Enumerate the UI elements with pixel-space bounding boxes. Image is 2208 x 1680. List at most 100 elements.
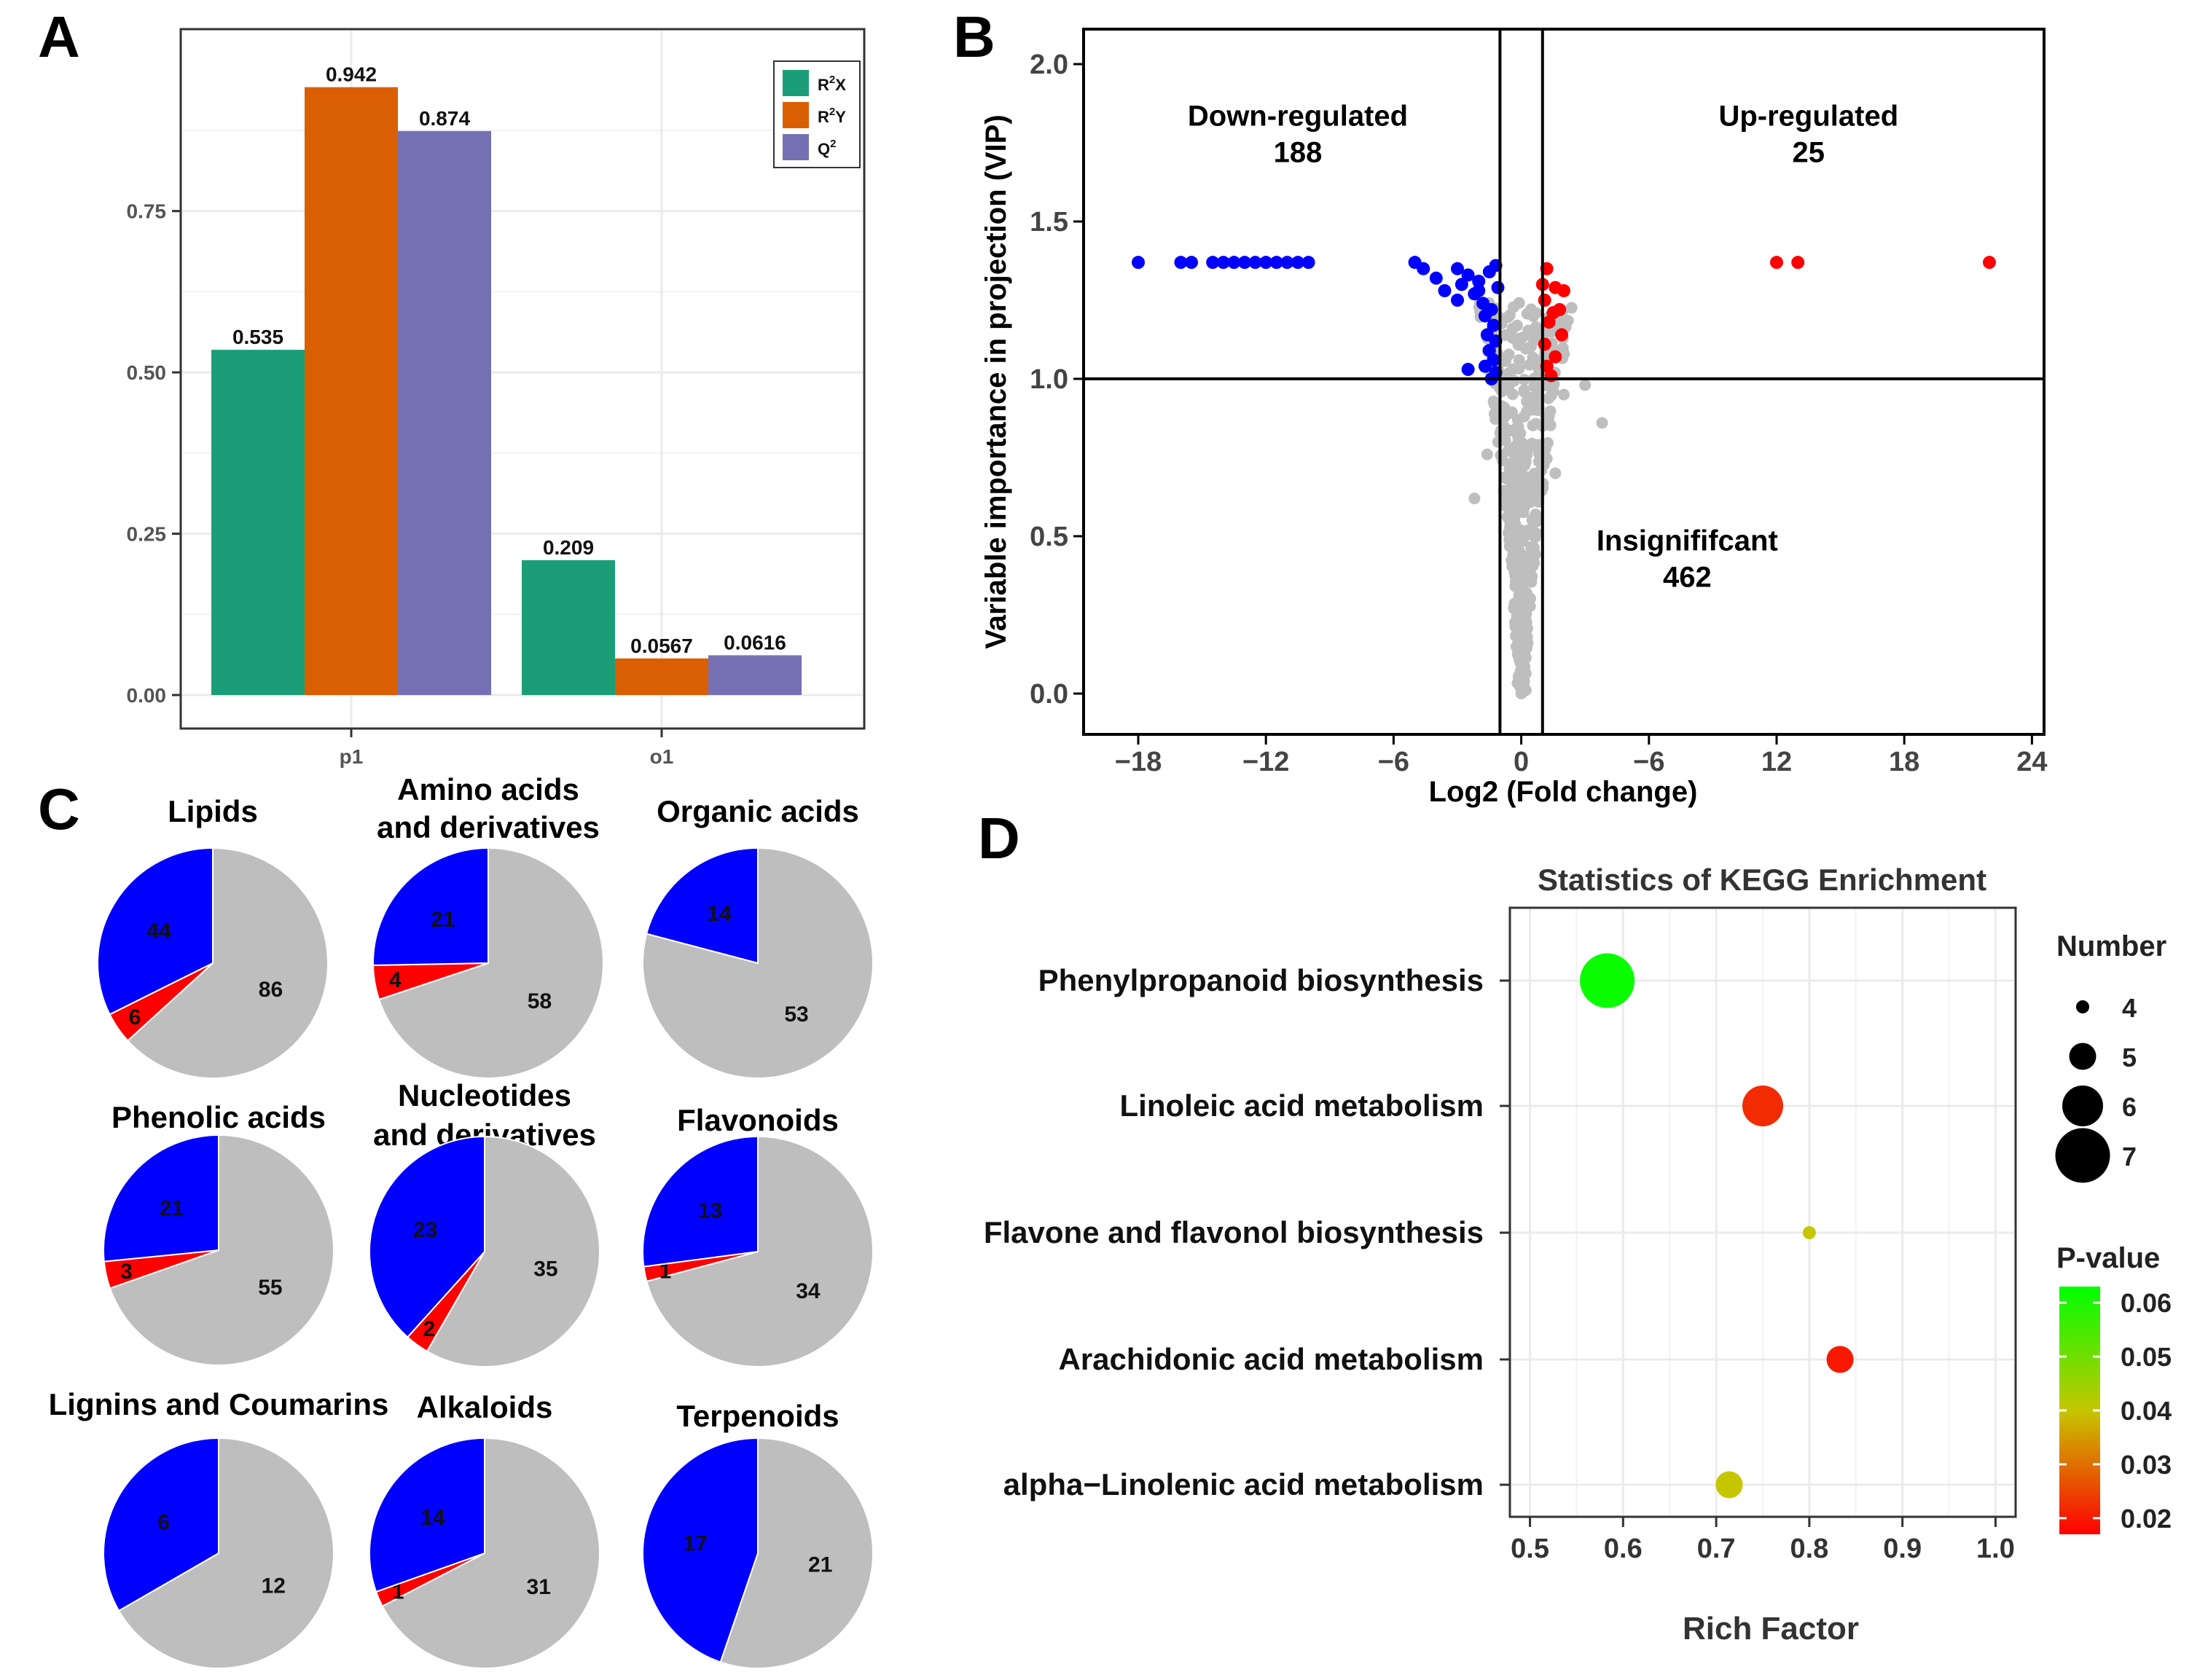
pie-value-insig: 31	[527, 1575, 551, 1599]
point-insignificant	[1527, 310, 1540, 323]
point-insignificant	[1492, 436, 1504, 448]
panel-a-bars	[211, 87, 802, 695]
pie-title: Flavonoids	[677, 1103, 839, 1137]
pie-slice-insig	[109, 1134, 334, 1366]
size-legend-dot-6	[2062, 1086, 2103, 1126]
pie-title: and derivatives	[377, 810, 600, 844]
size-legend-dot-5	[2069, 1043, 2097, 1070]
data-label-R2Y-p1: 0.942	[326, 63, 377, 86]
pie-value-up: 1	[659, 1259, 672, 1283]
point-insignificant	[1524, 440, 1537, 452]
point-insignificant	[1500, 408, 1513, 420]
x-tick-label: −6	[1378, 747, 1409, 777]
point-up-regulated	[1549, 350, 1562, 364]
panel-label-a: A	[38, 4, 80, 69]
panel-label-b: B	[953, 4, 995, 69]
data-label-Q2-p1: 0.874	[419, 107, 470, 130]
panel-d-pathway-labels: Phenylpropanoid biosynthesis Linoleic aci…	[984, 963, 1510, 1502]
panel-b-frame	[1082, 28, 2045, 736]
point-insignificant	[1468, 492, 1481, 505]
size-legend-dot-4	[2076, 1000, 2089, 1013]
point-insignificant	[1508, 566, 1521, 578]
y-tick-label: 0.50	[127, 361, 167, 384]
panel-d-x-axis-label: Rich Factor	[1683, 1611, 1859, 1646]
pathway-label: Phenylpropanoid biosynthesis	[1038, 963, 1484, 997]
point-insignificant	[1504, 521, 1516, 533]
pie-slice-down	[96, 847, 214, 1016]
legend-label-R2Y: R2Y	[818, 106, 846, 126]
data-label-R2X-o1: 0.209	[543, 536, 594, 559]
pathway-label: Flavone and flavonol biosynthesis	[984, 1215, 1484, 1249]
point-insignificant	[1519, 667, 1532, 680]
data-label-R2X-p1: 0.535	[232, 326, 283, 348]
panel-a-y-axis: 0.00 0.25 0.50 0.75	[127, 200, 181, 707]
pie-slice-insig	[126, 847, 329, 1079]
point-insignificant	[1526, 514, 1538, 526]
annotation-count: 462	[1663, 562, 1712, 594]
size-legend-title: Number	[2056, 930, 2166, 962]
pie-value-up: 2	[423, 1317, 436, 1341]
pie-slice-insig	[642, 847, 874, 1079]
point-insignificant	[1524, 557, 1536, 569]
point-up-regulated	[1791, 256, 1805, 270]
point-up-regulated	[1557, 284, 1570, 298]
pie-9: Terpenoids 21 17	[641, 1399, 874, 1669]
bar-R2X-p1	[211, 350, 305, 695]
pie-slice-insig	[646, 1135, 874, 1367]
point-insignificant	[1510, 629, 1522, 642]
panel-b-annotations: Down-regulated 188 Up-regulated 25 Insignifi…	[1188, 100, 1898, 593]
panel-a-x-axis: p1 o1	[340, 729, 673, 768]
point-insignificant	[1545, 326, 1557, 338]
pie-value-insig: 34	[796, 1279, 821, 1303]
point-insignificant	[1517, 682, 1530, 694]
panel-b-threshold-lines	[1085, 31, 2043, 733]
bar-Q2-o1	[708, 655, 802, 695]
point-insignificant	[1532, 404, 1544, 417]
point-insignificant	[1522, 568, 1534, 580]
pie-value-insig: 21	[808, 1553, 832, 1577]
panel-d-x-axis: 0.5 0.6 0.7 0.8 0.9 1.0	[1511, 1517, 2015, 1564]
pie-slice-insig	[426, 1135, 601, 1367]
panel-b-volcano-plot: Down-regulated 188 Up-regulated 25 Insignifi…	[980, 28, 2048, 808]
y-tick-label: 0.75	[127, 200, 167, 223]
color-legend-label: 0.06	[2121, 1288, 2172, 1318]
point-insignificant	[1543, 417, 1555, 429]
size-legend-dot-7	[2055, 1128, 2110, 1183]
x-tick-label: −6	[1633, 747, 1664, 777]
x-tick-label: 0.5	[1511, 1534, 1549, 1564]
bubble-4	[1826, 1346, 1854, 1373]
point-insignificant	[1513, 297, 1525, 309]
pie-value-up: 6	[129, 1005, 141, 1029]
point-insignificant	[1513, 354, 1525, 366]
point-down-regulated	[1478, 309, 1492, 323]
size-legend-label: 4	[2122, 993, 2137, 1023]
bubble-1	[1580, 953, 1635, 1008]
legend-swatch-Q2	[783, 134, 809, 160]
pie-slice-insig	[381, 1437, 600, 1669]
panel-d-size-legend: Number 4 5 6 7	[2055, 930, 2166, 1183]
point-down-regulated	[1438, 284, 1452, 298]
pie-slice-insig	[117, 1437, 334, 1669]
point-insignificant	[1544, 405, 1557, 417]
x-tick-label: 18	[1889, 747, 1919, 777]
point-down-regulated	[1301, 256, 1315, 270]
pie-title: Nucleotides	[398, 1078, 571, 1112]
point-insignificant	[1509, 548, 1522, 560]
point-up-regulated	[1538, 337, 1551, 351]
point-insignificant	[1549, 467, 1562, 479]
point-down-regulated	[1491, 280, 1505, 294]
point-up-regulated	[1983, 256, 1996, 270]
annotation-count: 25	[1793, 136, 1825, 168]
color-legend-label: 0.05	[2121, 1342, 2172, 1372]
point-insignificant	[1481, 448, 1493, 460]
point-insignificant	[1521, 405, 1533, 417]
point-insignificant	[1506, 322, 1519, 334]
annotation-label: Down-regulated	[1188, 100, 1408, 132]
pie-2: Amino acids and derivatives 58 4 21	[372, 772, 604, 1079]
size-legend-label: 5	[2122, 1043, 2137, 1072]
point-up-regulated	[1538, 294, 1551, 307]
point-down-regulated	[1429, 271, 1443, 285]
pie-title: Phenolic acids	[111, 1100, 326, 1134]
point-insignificant	[1502, 311, 1514, 323]
point-insignificant	[1545, 389, 1557, 401]
